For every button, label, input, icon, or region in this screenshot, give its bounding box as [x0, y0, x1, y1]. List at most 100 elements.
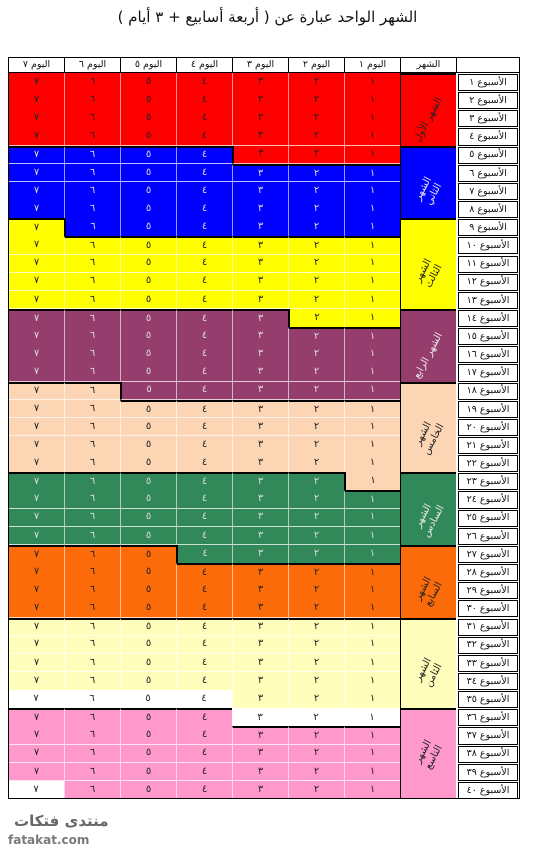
day-cell: ٥ — [120, 163, 176, 183]
day-cell: ١ — [344, 218, 400, 237]
day-cell: ٧ — [8, 544, 64, 564]
day-cell: ١ — [344, 508, 400, 528]
day-cell: ٣ — [232, 490, 288, 510]
day-cell: ٧ — [8, 417, 64, 437]
day-cell: ٥ — [120, 73, 176, 92]
day-cell: ٥ — [120, 236, 176, 255]
day-cell: ٢ — [288, 163, 344, 183]
day-cell: ٢ — [288, 381, 344, 401]
month-label-text: الشهر الثالث — [412, 257, 445, 290]
day-cell: ٤ — [176, 599, 232, 618]
day-cell: ٢ — [288, 508, 344, 528]
day-cell: ١ — [344, 345, 400, 364]
day-cell: ٧ — [8, 508, 64, 528]
day-cell: ٤ — [176, 671, 232, 691]
day-cell: ١ — [344, 454, 400, 473]
day-cell: ٧ — [8, 563, 64, 582]
day-cell: ٤ — [176, 399, 232, 419]
day-cell: ٦ — [64, 73, 120, 92]
day-cell: ٣ — [232, 236, 288, 255]
day-cell: ٢ — [288, 690, 344, 709]
day-cell: ٣ — [232, 690, 288, 709]
day-cell: ٣ — [232, 635, 288, 655]
day-cell: ١ — [344, 599, 400, 618]
week-label: الأسبوع ١١ — [458, 255, 518, 273]
day-cell: ٤ — [176, 363, 232, 383]
day-cell: ١ — [344, 526, 400, 546]
day-cell: ٧ — [8, 218, 64, 237]
day-cell: ٥ — [120, 653, 176, 673]
day-cell: ٢ — [288, 472, 344, 491]
day-cell: ٢ — [288, 363, 344, 383]
day-cell: ٧ — [8, 200, 64, 219]
day-cell: ٤ — [176, 254, 232, 274]
day-cell: ٣ — [232, 417, 288, 437]
day-cell: ٢ — [288, 308, 344, 328]
day-cell: ٤ — [176, 472, 232, 491]
month-label-text: الشهر الخامس — [412, 420, 447, 457]
day-cell: ٤ — [176, 272, 232, 292]
month-label-text: الشهر التاسع — [412, 738, 445, 772]
week-label: الأسبوع ٢٣ — [458, 473, 518, 491]
day-cell: ٧ — [8, 436, 64, 455]
day-cell: ٤ — [176, 345, 232, 364]
day-cell: ٣ — [232, 744, 288, 764]
day-cell: ٦ — [64, 436, 120, 455]
day-cell: ٧ — [8, 690, 64, 709]
day-cell: ٦ — [64, 181, 120, 201]
day-cell: ٥ — [120, 145, 176, 165]
day-cell: ٧ — [8, 236, 64, 255]
day-cell: ٢ — [288, 617, 344, 637]
month-label-text: الشهر الرابع — [411, 330, 445, 380]
day-cell: ٧ — [8, 744, 64, 764]
day-cell: ٥ — [120, 363, 176, 383]
week-label: الأسبوع ٣ — [458, 110, 518, 128]
day-cell: ٥ — [120, 617, 176, 637]
week-label: الأسبوع ٢٩ — [458, 582, 518, 600]
day-cell: ١ — [344, 290, 400, 310]
week-label: الأسبوع ٢٧ — [458, 545, 518, 564]
day-cell: ٦ — [64, 544, 120, 564]
day-cell: ٥ — [120, 490, 176, 510]
day-cell: ٢ — [288, 635, 344, 655]
day-cell: ٥ — [120, 635, 176, 655]
header-day-4: اليوم ٤ — [176, 57, 232, 73]
week-label: الأسبوع ٣٠ — [458, 600, 518, 618]
day-cell: ٦ — [64, 91, 120, 110]
day-cell: ٢ — [288, 563, 344, 582]
day-cell: ١ — [344, 563, 400, 582]
day-cell: ٣ — [232, 327, 288, 346]
site-logo: منتدى فتكات fatakat.com — [6, 812, 126, 852]
month-label-text: الشهر السادس — [412, 502, 447, 540]
day-cell: ٥ — [120, 417, 176, 437]
day-cell: ٣ — [232, 200, 288, 219]
week-label: الأسبوع ٧ — [458, 182, 518, 201]
day-cell: ٦ — [64, 163, 120, 183]
day-cell: ٧ — [8, 599, 64, 618]
day-cell: ٣ — [232, 308, 288, 328]
day-cell: ٢ — [288, 345, 344, 364]
day-cell: ٥ — [120, 544, 176, 564]
day-cell: ٦ — [64, 308, 120, 328]
day-cell: ٣ — [232, 526, 288, 546]
day-cell: ٢ — [288, 454, 344, 473]
day-cell: ٥ — [120, 399, 176, 419]
day-cell: ٦ — [64, 327, 120, 346]
day-cell: ٤ — [176, 690, 232, 709]
day-cell: ٦ — [64, 417, 120, 437]
day-cell: ٧ — [8, 254, 64, 274]
header-day-1: اليوم ١ — [344, 57, 400, 73]
day-cell: ٤ — [176, 308, 232, 328]
day-cell: ٣ — [232, 163, 288, 183]
day-cell: ٤ — [176, 581, 232, 600]
day-cell: ٥ — [120, 708, 176, 727]
day-cell: ٢ — [288, 726, 344, 746]
day-cell: ٦ — [64, 272, 120, 292]
day-cell: ٥ — [120, 744, 176, 764]
day-cell: ١ — [344, 762, 400, 782]
day-cell: ٧ — [8, 490, 64, 510]
day-cell: ١ — [344, 308, 400, 328]
day-cell: ١ — [344, 327, 400, 346]
week-label: الأسبوع ٨ — [458, 201, 518, 219]
day-cell: ٤ — [176, 327, 232, 346]
